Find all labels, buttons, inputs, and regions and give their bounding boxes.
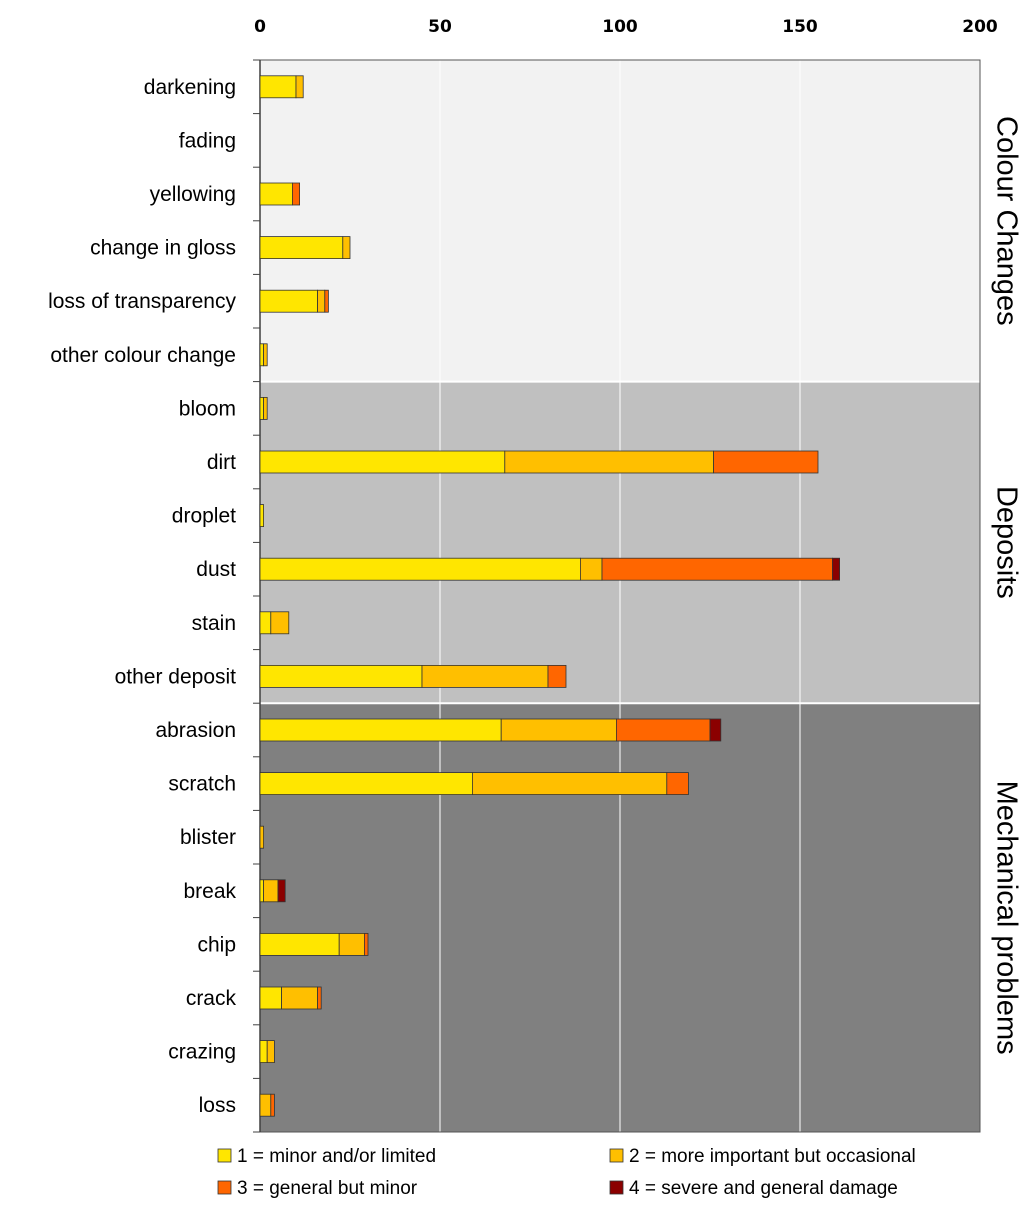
bar-segment-dust-s2	[580, 557, 603, 581]
bar-segment-blister-s2	[259, 825, 264, 849]
x-tick-label: 200	[962, 17, 998, 37]
group-label: Deposits	[990, 486, 1022, 599]
bar-segment-crazing-s2	[266, 1040, 275, 1063]
bar-segment-dust-s3	[601, 557, 833, 581]
bar-segment-scratch-s1	[259, 772, 473, 795]
bar-segment-other-deposit-s2	[421, 665, 549, 688]
category-label: abrasion	[155, 719, 236, 742]
bar-segment-loss-of-transparency-s2	[317, 289, 326, 313]
bar-segment-crazing-s1	[259, 1040, 268, 1063]
category-label: crack	[186, 987, 237, 1010]
x-tick-label: 50	[428, 17, 452, 37]
bar-segment-abrasion-s4	[709, 718, 722, 742]
bar-segment-break-s4	[277, 879, 286, 903]
bar-segment-chip-s2	[338, 933, 365, 956]
bar-segment-dirt-s1	[259, 450, 506, 474]
bar-segment-break-s1	[259, 879, 264, 903]
bar-segment-crack-s1	[259, 986, 283, 1010]
category-label: dust	[196, 558, 236, 581]
bar-segment-darkening-s2	[295, 75, 304, 99]
bar-segment-other-deposit-s1	[259, 665, 423, 688]
bar-segment-chip-s3	[363, 933, 369, 956]
category-label: scratch	[168, 773, 236, 796]
bar-segment-stain-s1	[259, 611, 272, 635]
category-label: stain	[192, 612, 236, 635]
bar-segment-scratch-s3	[666, 772, 689, 795]
bar-segment-crack-s3	[317, 986, 322, 1010]
group-label: Colour Changes	[990, 116, 1022, 326]
x-tick-label: 0	[254, 17, 266, 37]
bar-segment-other-deposit-s3	[547, 665, 567, 688]
bar-segment-yellowing-s3	[291, 182, 300, 206]
category-label: break	[183, 880, 236, 903]
bar-segment-stain-s2	[270, 611, 290, 635]
bar-segment-abrasion-s2	[500, 718, 617, 742]
legend-swatch	[217, 1148, 232, 1163]
legend-label: 1 = minor and/or limited	[237, 1146, 436, 1167]
bar-segment-loss-of-transparency-s3	[324, 289, 329, 313]
category-label: bloom	[179, 397, 236, 420]
bar-segment-bloom-s2	[263, 396, 268, 420]
bar-segment-dust-s4	[832, 557, 841, 581]
bar-segment-change-in-gloss-s1	[259, 236, 344, 260]
bar-segment-dirt-s2	[504, 450, 714, 474]
legend-swatch	[609, 1180, 624, 1195]
legend-swatch	[609, 1148, 624, 1163]
bar-segment-other-colour-change-s1	[259, 343, 264, 367]
bar-segment-darkening-s1	[259, 75, 297, 99]
bar-segment-loss-s2	[259, 1093, 272, 1117]
category-label: darkening	[144, 76, 236, 99]
category-label: crazing	[168, 1041, 236, 1064]
category-label: other colour change	[50, 344, 236, 367]
category-label: loss of transparency	[48, 290, 236, 313]
bar-segment-scratch-s2	[471, 772, 668, 795]
bar-segment-abrasion-s1	[259, 718, 502, 742]
x-tick-label: 150	[782, 17, 818, 37]
bar-segment-loss-s3	[270, 1093, 275, 1117]
legend-label: 4 = severe and general damage	[629, 1178, 898, 1199]
legend-label: 2 = more important but occasional	[629, 1146, 916, 1167]
category-label: droplet	[172, 505, 236, 528]
bar-segment-yellowing-s1	[259, 182, 293, 206]
category-label: chip	[197, 933, 236, 956]
bar-segment-dirt-s3	[713, 450, 819, 474]
category-label: fading	[179, 129, 236, 152]
bar-segment-crack-s2	[281, 986, 319, 1010]
bar-segment-loss-of-transparency-s1	[259, 289, 318, 313]
bar-segment-bloom-s1	[259, 396, 264, 420]
category-label: yellowing	[150, 183, 236, 206]
bar-segment-chip-s1	[259, 933, 340, 956]
x-tick-label: 100	[602, 17, 638, 37]
category-label: loss	[199, 1094, 236, 1117]
bar-segment-other-colour-change-s2	[263, 343, 268, 367]
category-label: other deposit	[115, 665, 237, 688]
bar-segment-dust-s1	[259, 557, 581, 581]
category-label: change in gloss	[90, 237, 236, 260]
category-label: blister	[180, 826, 236, 849]
bar-segment-droplet-s1	[259, 504, 264, 528]
category-label: dirt	[207, 451, 236, 474]
legend-swatch	[217, 1180, 232, 1195]
bar-segment-break-s2	[263, 879, 279, 903]
bar-segment-abrasion-s3	[616, 718, 711, 742]
group-label: Mechanical problems	[990, 781, 1022, 1055]
bar-segment-change-in-gloss-s2	[342, 236, 351, 260]
legend-label: 3 = general but minor	[237, 1178, 418, 1199]
